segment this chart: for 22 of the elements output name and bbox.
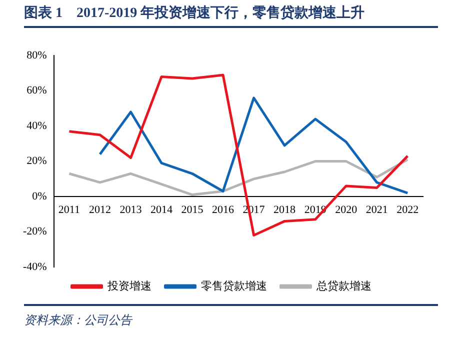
y-tick-label: 40% — [26, 120, 47, 132]
x-tick-label: 2020 — [335, 204, 358, 216]
chart-title: 图表 1 2017-2019 年投资增速下行，零售贷款增速上升 — [24, 4, 438, 28]
y-tick-label: 0% — [32, 190, 47, 202]
x-tick-label: 2018 — [274, 204, 296, 216]
y-tick-label: -20% — [23, 226, 47, 238]
x-tick-label: 2016 — [212, 204, 235, 216]
text: 资料来源：公司公告 — [24, 304, 438, 329]
y-tick-label: 20% — [26, 155, 47, 168]
x-tick-label: 2022 — [396, 204, 419, 216]
x-tick-label: 2015 — [181, 204, 204, 216]
y-tick-label: 80% — [26, 49, 47, 62]
legend-label: 总贷款增速 — [315, 279, 372, 292]
y-tick-label: -40% — [23, 260, 47, 273]
y-tick-label: 60% — [26, 84, 47, 97]
x-tick-label: 2012 — [88, 204, 111, 216]
legend-label: 投资增速 — [106, 279, 152, 292]
x-tick-label: 2013 — [120, 204, 142, 216]
x-tick-label: 2021 — [366, 204, 388, 216]
legend-label: 零售贷款增速 — [200, 279, 267, 292]
x-tick-label: 2011 — [58, 204, 80, 216]
x-tick-label: 2014 — [150, 204, 173, 216]
